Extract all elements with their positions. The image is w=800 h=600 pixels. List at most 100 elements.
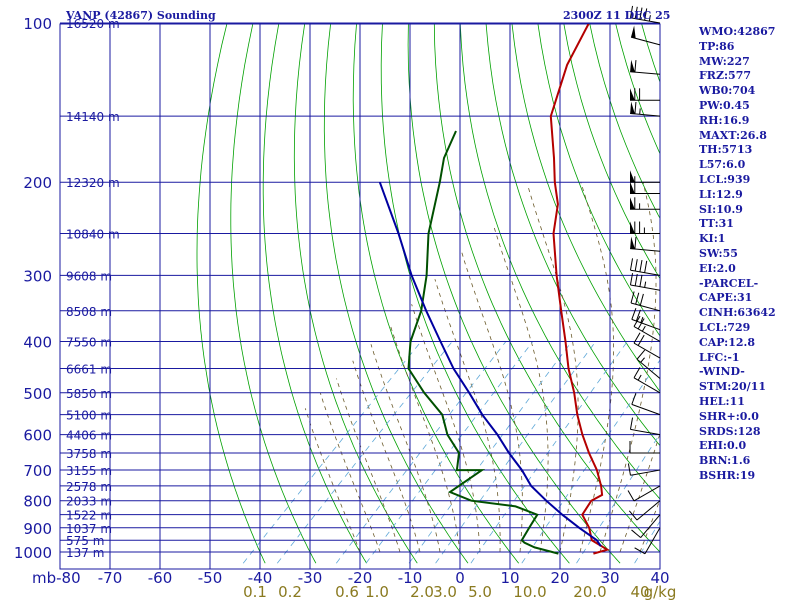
barb-staff [630,36,661,46]
temp-tick-label: -50 [198,569,223,587]
dry-adiabat [323,24,469,564]
height-label: 1037 m [66,522,112,536]
height-label: 2033 m [66,495,112,509]
barb-pennant [630,88,635,101]
stat-line: SHR+:0.0 [699,409,759,423]
dry-adiabat [230,24,317,564]
chart-title: VANP (42867) Sounding [66,9,216,22]
height-label: 7550 m [66,335,112,349]
mixing-ratio-label: 2.0 [410,583,434,600]
barb-flag [639,7,643,20]
barb-flag [634,60,637,73]
wind-barb [633,332,661,359]
pressure-tick-label: 400 [23,333,52,351]
wind-barb [630,59,661,75]
mixing-ratio-label: 3.0 [433,583,457,600]
barb-pennant [630,221,635,234]
dry-adiabat [196,24,266,564]
wind-barb [630,101,661,117]
stat-line: HEL:11 [699,394,745,408]
temp-tick-label: -10 [398,569,423,587]
wind-barb [630,236,661,252]
stat-line: BSHR:19 [699,468,756,482]
stat-line: LCL:939 [699,172,751,186]
dry-adiabat [352,24,520,564]
barb-flag [634,273,638,286]
stat-line: PW:0.45 [699,98,750,112]
barb-flag [627,463,631,476]
mixing-ratio-label: 0.1 [243,583,267,600]
pressure-tick-label: 300 [23,267,52,285]
mixing-ratio-label: 10.0 [513,583,546,600]
height-label: 8508 m [66,305,112,319]
wind-barbs [627,5,661,555]
stat-line: WB0:704 [699,84,756,98]
barb-flag [633,367,641,379]
mixing-ratio-line [470,341,628,564]
wind-barb [629,417,661,436]
stat-line: EI:2.0 [699,261,736,275]
mixing-ratio-label: 1.0 [365,583,389,600]
stat-line: L57:6.0 [699,158,746,172]
barb-flag [629,273,634,286]
moist-adiabat [639,498,660,553]
barb-flag [631,307,637,320]
moist-adiabat [352,360,421,553]
barb-pennant [630,236,635,249]
barb-flag [629,258,634,271]
barb-flag [637,334,645,346]
barb-pennant [630,181,635,194]
mixing-ratio-line [435,341,596,564]
chart-grid [59,22,661,570]
stat-line: TT:31 [699,217,734,231]
stat-line: SW:55 [699,246,738,260]
pressure-tick-label: 500 [23,385,52,403]
mixing-ratio-line [408,341,572,564]
barb-pennant [630,59,635,73]
pressure-tick-label: 600 [23,427,52,445]
sounding-traces [378,24,610,555]
mixing-ratio-label: 20.0 [573,583,606,600]
height-label: 3758 m [66,447,112,461]
barb-half-flag [640,316,644,323]
wind-barb [633,367,661,394]
mixing-ratio-label: 0.6 [335,583,359,600]
mixing-ratio-label: g/kg [644,583,677,600]
plot-frame [59,23,661,570]
barb-flag [644,260,648,273]
moist-adiabat [528,187,579,553]
height-label: 3155 m [66,464,112,478]
stat-line: LFC:-1 [699,350,740,364]
wind-barb [630,291,661,312]
barb-half-flag [640,357,645,363]
stat-line: -PARCEL- [699,276,759,290]
height-label: 1522 m [66,509,112,523]
barb-flag [629,5,634,18]
stat-line: SRDS:128 [699,424,761,438]
pressure-tick-label: 700 [23,462,52,480]
temp-tick-label: -30 [298,569,323,587]
barb-flag [634,236,637,250]
height-label: 5850 m [66,387,112,401]
stat-line: STM:20/11 [699,380,766,394]
barb-staff [631,403,661,416]
temp-tick-label: 20 [550,569,569,587]
barb-flag [644,8,648,21]
height-label: 10840 m [66,228,120,242]
barb-half-flag [639,108,641,115]
stat-line: MW:227 [699,54,750,68]
barb-flag [631,392,637,405]
height-label: 14140 m [66,110,120,124]
temp-tick-label: -20 [348,569,373,587]
barb-flag [634,6,638,19]
height-label: 2578 m [66,480,112,494]
stat-line: BRN:1.6 [699,454,751,468]
parcel-trace [378,181,602,547]
pressure-tick-label: 1000 [14,544,52,562]
stat-line: SI:10.9 [699,202,743,216]
height-label: 575 m [66,534,104,548]
barb-staff [640,514,661,538]
temp-tick-label: -70 [98,569,123,587]
barb-flag [630,291,635,304]
stat-line: TP:86 [699,39,735,53]
